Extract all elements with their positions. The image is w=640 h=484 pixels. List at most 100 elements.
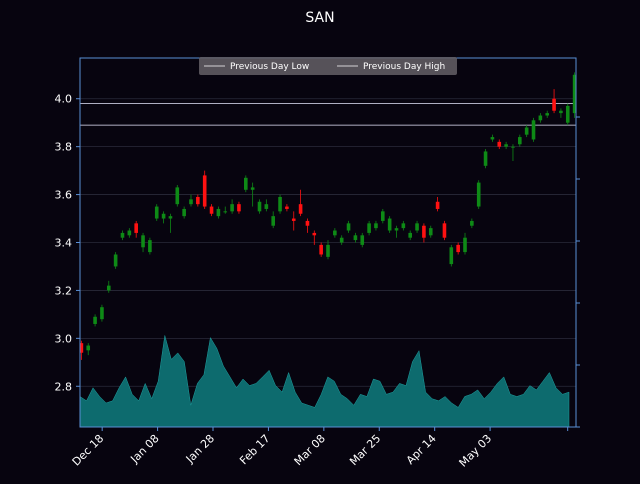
candle [134,220,138,238]
candle [243,175,248,193]
candle [257,199,262,214]
candle [387,216,392,233]
candle-body [278,196,282,212]
candle [326,240,330,260]
candle-body [298,204,303,214]
candle-body [312,232,317,236]
candle [250,182,255,207]
candle [449,244,454,267]
candle-body [305,220,310,226]
candle-body [237,204,241,212]
candle-body [134,223,138,233]
candle-body [93,316,97,324]
candle-body [511,146,515,148]
candle-body [360,235,365,245]
candle-body [250,187,255,190]
candle [346,220,351,233]
candle [497,139,502,150]
candle-body [209,206,214,214]
candle-body [127,230,132,236]
candle-body [161,213,166,219]
candle [360,232,365,248]
candle-body [230,204,234,212]
candle-body [449,247,454,265]
candle [339,235,344,245]
candle-body [497,141,502,147]
candle [572,72,577,118]
candle-body [141,235,145,248]
candle [271,211,275,229]
candle [168,213,173,233]
candle [504,141,508,150]
candle-body [182,208,186,217]
candle [161,211,166,224]
candle [511,144,515,162]
candle-body [333,230,337,236]
candle-body [387,218,392,231]
candle [428,225,433,238]
candle [538,113,543,123]
candle-body [531,120,536,140]
candle-body [538,115,543,121]
candle-body [415,223,419,231]
candle [120,230,125,241]
candle [113,252,118,269]
candle [79,340,84,360]
candle [93,314,97,327]
candle-body [518,137,522,145]
candle-body [442,223,447,238]
candle [305,218,310,233]
candle [463,232,467,255]
candle [333,228,337,238]
y-tick-label: 3.8 [55,141,73,154]
candle-body [401,223,406,229]
y-tick-label: 3.4 [55,237,73,250]
candle [106,280,111,293]
candle [367,220,371,236]
candle [154,204,159,221]
candle [470,218,474,229]
candle-body [319,244,323,255]
candle-body [490,137,495,140]
candle-body [291,218,296,221]
candle-body [504,144,508,147]
candle-body [470,220,474,226]
y-tick-label: 4.0 [55,93,73,106]
candle [86,343,91,356]
candle [278,194,282,214]
candle [456,242,460,255]
candle-body [374,223,378,229]
candle-body [565,105,570,123]
candle-body [271,216,275,226]
candle-body [346,223,351,231]
candle-body [243,177,248,190]
legend-box [199,57,457,75]
candle [175,184,180,207]
volume-area-path [79,335,570,428]
candle-body [524,127,529,135]
candle-body [381,211,385,221]
legend-label-low: Previous Day Low [230,62,309,72]
candle [141,232,145,253]
y-tick-label: 3.2 [55,284,73,297]
candle-body [100,307,104,320]
y-tick-label: 3.6 [55,189,73,202]
candle [223,206,228,214]
candle-body [408,232,413,238]
candle [209,204,214,217]
candle-body [483,151,488,166]
legend: Previous Day Low Previous Day High [199,57,457,75]
reference-lines [80,103,576,126]
candle-body [223,211,228,213]
candle [216,206,221,219]
candle-body [476,182,481,207]
candle [196,194,200,207]
candle [565,103,570,126]
candle [394,225,399,238]
candle-body [113,254,118,267]
y-tick-label: 2.8 [55,380,73,393]
candle-body [456,244,460,253]
candle [182,206,186,219]
candle [285,204,289,212]
